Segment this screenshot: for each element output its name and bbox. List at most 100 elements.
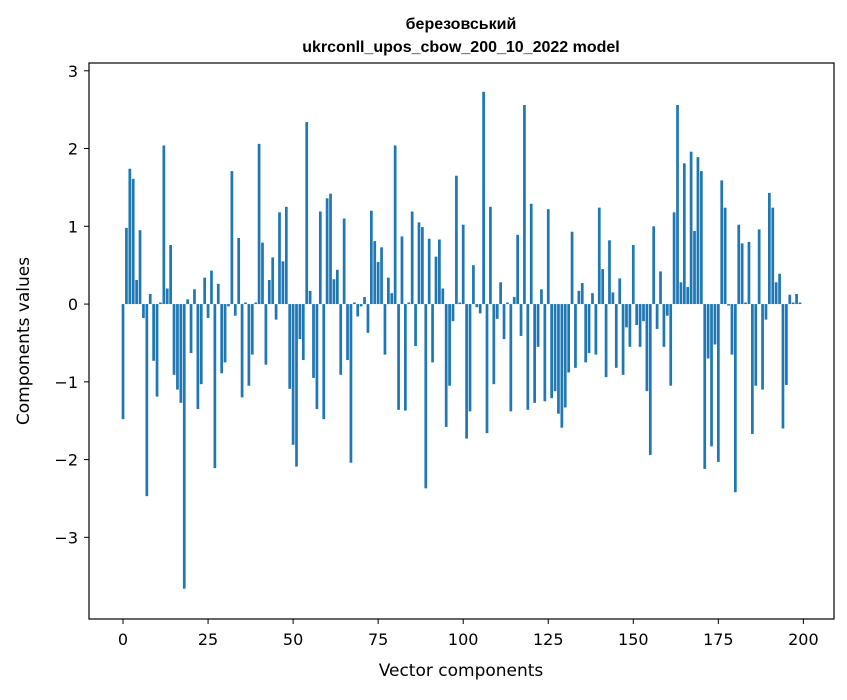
bar-26	[210, 270, 213, 305]
bar-66	[346, 304, 349, 361]
y-tick-label-0: 3	[68, 62, 78, 81]
bar-34	[237, 237, 241, 305]
bar-53	[301, 304, 305, 361]
bar-194	[781, 304, 785, 429]
bar-92	[434, 256, 438, 305]
x-tick-label-3: 75	[368, 630, 388, 649]
bar-188	[761, 304, 764, 390]
bar-91	[431, 304, 434, 363]
bar-89	[424, 304, 428, 489]
bar-52	[298, 304, 302, 340]
bar-130	[563, 304, 567, 408]
bar-79	[390, 293, 394, 305]
bar-67	[349, 304, 353, 463]
bar-192	[774, 282, 778, 305]
bar-171	[703, 304, 707, 469]
bar-124	[543, 304, 547, 402]
bars-group	[121, 91, 802, 589]
bar-126	[550, 304, 554, 399]
bar-102	[468, 304, 472, 412]
bar-128	[557, 304, 560, 414]
bar-132	[570, 231, 574, 305]
bar-173	[710, 304, 713, 447]
bar-56	[312, 304, 315, 378]
bar-65	[342, 218, 346, 305]
bar-4	[135, 279, 138, 305]
bar-8	[148, 293, 152, 305]
bar-179	[730, 304, 734, 355]
bar-198	[795, 293, 798, 305]
bar-63	[335, 269, 339, 305]
bar-143	[608, 240, 611, 305]
y-tick-label-4: −1	[54, 373, 78, 392]
bar-99	[458, 302, 462, 305]
bar-6	[142, 304, 145, 319]
bar-186	[754, 304, 758, 386]
bar-146	[618, 278, 622, 305]
bar-96	[448, 304, 451, 386]
bar-72	[366, 304, 370, 333]
bar-141	[601, 269, 605, 305]
bar-13	[165, 288, 169, 305]
bar-117	[519, 304, 523, 336]
bar-165	[682, 163, 686, 305]
bar-48	[284, 206, 288, 305]
bar-159	[662, 304, 666, 347]
bar-153	[642, 304, 645, 322]
bar-18	[182, 304, 186, 589]
bar-49	[288, 304, 292, 389]
bar-167	[689, 151, 693, 305]
bar-22	[196, 304, 200, 410]
x-tick-label-5: 125	[533, 630, 564, 649]
bar-93	[438, 239, 441, 305]
bar-76	[380, 247, 383, 305]
bar-149	[628, 304, 632, 347]
bar-37	[247, 304, 251, 386]
y-axis-label: Components values	[14, 257, 34, 425]
y-tick-label-3: 0	[68, 295, 78, 314]
bar-57	[315, 304, 319, 410]
bar-73	[369, 210, 373, 305]
y-tick-label-5: −2	[54, 451, 78, 470]
bar-134	[577, 290, 581, 305]
bar-114	[509, 304, 513, 412]
bar-147	[621, 304, 625, 375]
bar-27	[213, 304, 217, 469]
y-tick-label-1: 2	[68, 140, 78, 159]
bar-154	[645, 304, 649, 392]
bar-197	[791, 302, 795, 305]
bar-70	[359, 304, 363, 307]
bar-25	[206, 304, 210, 319]
bar-32	[230, 171, 234, 305]
bar-98	[455, 175, 458, 305]
plot-area-frame	[88, 62, 835, 620]
bar-107	[485, 304, 489, 434]
bar-158	[659, 271, 662, 305]
bar-29	[220, 304, 224, 374]
x-axis-label: Vector components	[379, 661, 544, 681]
bar-109	[492, 304, 496, 385]
bar-78	[387, 277, 390, 305]
bar-94	[441, 288, 445, 305]
bar-105	[478, 304, 482, 314]
bar-39	[254, 302, 258, 305]
bar-97	[451, 304, 455, 322]
bar-185	[751, 304, 754, 434]
x-axis-ticks: 0 25 50 75 100 125 150 175 200	[118, 619, 819, 649]
bar-137	[587, 304, 591, 354]
chart-title-line2: ukrconll_upos_cbow_200_10_2022 model	[302, 39, 619, 56]
bar-157	[655, 304, 659, 329]
bar-11	[159, 302, 162, 305]
bar-145	[614, 304, 618, 368]
bar-133	[574, 304, 577, 368]
bar-42	[264, 304, 268, 365]
bar-14	[169, 244, 172, 305]
bar-181	[737, 224, 741, 305]
bar-112	[502, 304, 506, 340]
bar-131	[567, 304, 571, 373]
bar-23	[199, 304, 203, 385]
bar-2	[128, 168, 132, 305]
bar-144	[611, 292, 615, 305]
bar-125	[546, 209, 550, 305]
bar-156	[652, 226, 656, 305]
